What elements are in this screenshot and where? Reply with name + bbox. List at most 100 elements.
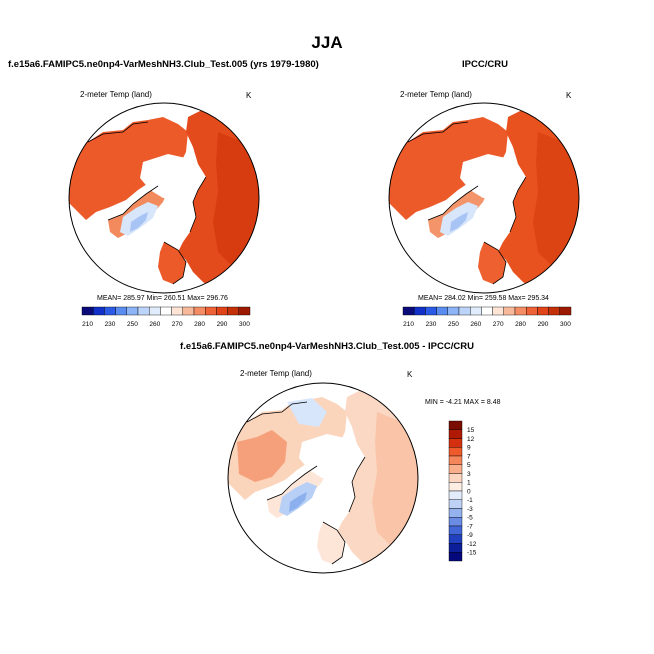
colorbar-tick-label: 1: [467, 480, 471, 487]
colorbar-tick-label: 210: [82, 321, 93, 328]
colorbar-swatch: [81, 306, 94, 316]
arctic-ocean: [140, 154, 193, 198]
colorbar-swatch: [469, 306, 482, 316]
europe-land: [158, 242, 186, 284]
colorbar-swatch: [448, 447, 463, 457]
colorbar-tick-label: -3: [467, 506, 473, 513]
colorbar-swatch: [448, 429, 463, 439]
map-boundary: [388, 102, 580, 294]
colorbar-swatch: [204, 306, 217, 316]
colorbar-swatch: [92, 306, 105, 316]
colorbar-swatch: [448, 482, 463, 492]
colorbar-swatch: [216, 306, 228, 316]
panel-1-units: K: [246, 91, 252, 100]
map-boundary: [227, 382, 419, 574]
panel-title-obs: IPCC/CRU: [462, 59, 508, 70]
colorbar-swatch: [448, 543, 463, 553]
colorbar-swatch: [148, 306, 161, 316]
colorbar-swatch: [402, 306, 415, 316]
colorbar-tick-label: 290: [217, 321, 228, 328]
colorbar-swatch: [448, 525, 463, 535]
arctic-ocean: [460, 154, 513, 198]
colorbar-swatch: [126, 306, 139, 316]
panel-2-units: K: [566, 91, 572, 100]
colorbar-tick-label: 3: [467, 471, 471, 478]
panel-1-polar-map: [68, 102, 260, 294]
colorbar-swatch: [548, 306, 561, 316]
coastlines: [246, 401, 366, 565]
panel-3-units: K: [407, 370, 413, 379]
colorbar-swatch: [481, 306, 493, 316]
panel-title-model: f.e15a6.FAMIPC5.ne0np4-VarMeshNH3.Club_T…: [8, 59, 319, 70]
colorbar-tick-label: -5: [467, 515, 473, 522]
colorbar-swatch: [436, 306, 448, 316]
colorbar-tick-label: 0: [467, 488, 471, 495]
colorbar-swatch: [182, 306, 195, 316]
colorbar-tick-label: 230: [426, 321, 437, 328]
colorbar-tick-label: 270: [493, 321, 504, 328]
colorbar-swatch: [559, 306, 572, 316]
siberia-land: [533, 132, 579, 267]
colorbar-swatch: [171, 306, 183, 316]
colorbar-swatch: [458, 306, 471, 316]
colorbar-swatch: [448, 420, 463, 430]
siberia-land: [213, 132, 259, 267]
colorbar-tick-label: -9: [467, 532, 473, 539]
colorbar-swatch: [425, 306, 437, 316]
colorbar-tick-label: 300: [239, 321, 250, 328]
europe-land: [317, 522, 345, 564]
colorbar-swatch: [514, 306, 527, 316]
colorbar-swatch: [448, 464, 463, 474]
colorbar-tick-label: 7: [467, 453, 471, 460]
colorbar-tick-label: 250: [448, 321, 459, 328]
north-america-land: [389, 117, 508, 220]
greenland-interior-cool-bias: [289, 492, 307, 512]
panel-2-stats: MEAN= 284.02 Min= 259.58 Max= 295.34: [418, 295, 549, 302]
colorbar-swatch: [238, 306, 251, 316]
colorbar-tick-label: 9: [467, 445, 471, 452]
colorbar-swatch: [193, 306, 206, 316]
colorbar-swatch: [503, 306, 516, 316]
coastlines: [407, 121, 527, 285]
arctic-ocean: [299, 434, 352, 478]
siberia-land: [372, 412, 418, 547]
colorbar-swatch: [448, 438, 463, 448]
greenland-interior-ice: [130, 212, 148, 232]
colorbar-tick-label: 250: [127, 321, 138, 328]
cool-bias-region: [287, 398, 327, 427]
panel-1-stats: MEAN= 285.97 Min= 260.51 Max= 296.76: [97, 295, 228, 302]
panel-1-colorbar: 210 230 250 260 270 280 290 300: [81, 306, 251, 328]
colorbar-tick-label: -15: [467, 550, 477, 557]
colorbar-swatch: [447, 306, 460, 316]
colorbar-tick-label: 260: [470, 321, 481, 328]
colorbar-tick-label: 12: [467, 436, 475, 443]
colorbar-swatch: [160, 306, 172, 316]
colorbar-swatch: [448, 534, 463, 544]
colorbar-swatch: [137, 306, 150, 316]
coastlines: [87, 121, 207, 285]
panel-2-colorbar: 210 230 250 260 270 280 290 300: [402, 306, 572, 328]
colorbar-swatch: [448, 508, 463, 518]
colorbar-swatch: [115, 306, 127, 316]
colorbar-swatch: [104, 306, 116, 316]
colorbar-swatch: [537, 306, 549, 316]
panel-3-stats: MIN = -4.21 MAX = 8.48: [425, 399, 501, 406]
colorbar-tick-label: -7: [467, 523, 473, 530]
colorbar-swatch: [448, 473, 463, 483]
colorbar-swatch: [448, 455, 463, 465]
colorbar-tick-label: 5: [467, 462, 471, 469]
panel-3-variable-label: 2-meter Temp (land): [240, 369, 312, 378]
figure-title: JJA: [311, 33, 343, 52]
colorbar-swatch: [448, 490, 463, 500]
colorbar-swatch: [448, 517, 463, 527]
colorbar-tick-label: 15: [467, 427, 475, 434]
panel-2-polar-map: [388, 102, 580, 294]
panel-1-variable-label: 2-meter Temp (land): [80, 90, 152, 99]
north-america-land: [69, 117, 188, 220]
europe-land: [478, 242, 506, 284]
colorbar-swatch: [448, 499, 463, 509]
colorbar-tick-label: -1: [467, 497, 473, 504]
colorbar-tick-label: 230: [105, 321, 116, 328]
colorbar-swatch: [227, 306, 240, 316]
colorbar-swatch: [413, 306, 426, 316]
